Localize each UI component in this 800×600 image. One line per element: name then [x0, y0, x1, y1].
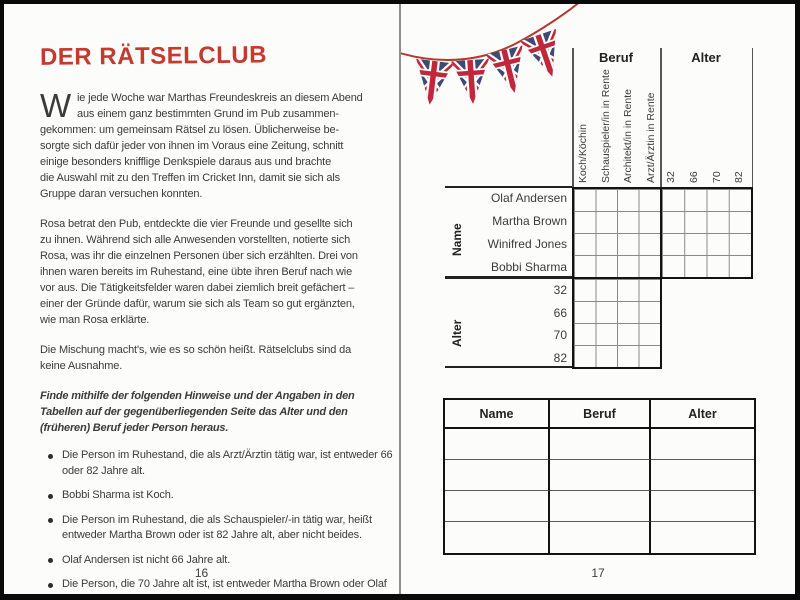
grid-header-divider — [660, 48, 662, 187]
solution-cell[interactable] — [445, 460, 550, 491]
clue-item: Olaf Andersen ist nicht 66 Jahre alt. — [40, 553, 398, 569]
clue-item: Die Person, die 70 Jahre alt ist, ist en… — [40, 577, 398, 594]
bullet-icon — [48, 453, 53, 459]
solution-header-beruf: Beruf — [550, 400, 651, 429]
grid-quadrant-name-alter[interactable] — [659, 187, 753, 279]
page-number-right: 17 — [591, 566, 605, 580]
bullet-icon — [48, 582, 53, 588]
name-row-label: Olaf Andersen — [490, 191, 567, 205]
grid-rule — [445, 186, 572, 188]
union-jack-pennant-icon — [486, 45, 534, 97]
clue-item: Die Person im Ruhestand, die als Schausp… — [40, 513, 398, 544]
intro-paragraph-text: ie jede Woche war Marthas Freundeskreis … — [40, 92, 363, 200]
grid-rule — [445, 365, 572, 368]
name-row-label: Martha Brown — [492, 214, 567, 228]
name-row-label: Winifred Jones — [487, 237, 567, 251]
page-number-left: 16 — [194, 566, 209, 580]
solution-cell[interactable] — [550, 522, 651, 553]
closing-paragraph: Die Mischung macht's, wie es so schön he… — [40, 344, 352, 372]
clue-item: Bobbi Sharma ist Koch. — [40, 488, 398, 504]
bunting-string — [401, 4, 579, 62]
bullet-icon — [48, 558, 53, 563]
age-row-label: 32 — [553, 283, 567, 297]
solution-cell[interactable] — [550, 429, 651, 460]
solution-cell[interactable] — [651, 460, 754, 491]
grid-quadrant-name-beruf[interactable] — [572, 187, 662, 279]
solution-cell[interactable] — [651, 491, 754, 522]
solution-cell[interactable] — [651, 429, 754, 460]
solution-header-name: Name — [445, 400, 550, 429]
age-row-label: 82 — [553, 350, 567, 365]
solution-header-alter: Alter — [651, 400, 754, 429]
union-jack-pennant-icon — [411, 59, 454, 107]
puzzle-instruction: Finde mithilfe der folgenden Hinweise un… — [40, 390, 355, 434]
age-row-label: 66 — [553, 305, 567, 320]
solution-cell[interactable] — [550, 460, 651, 491]
grid-quadrant-alter-beruf[interactable] — [572, 276, 662, 369]
solution-cell[interactable] — [445, 491, 550, 522]
solution-cell[interactable] — [445, 429, 550, 460]
age-row-label: 70 — [553, 328, 567, 342]
grid-header-divider — [751, 48, 753, 187]
page-seam — [399, 4, 401, 594]
story-paragraph: Rosa betrat den Pub, entdeckte die vier … — [40, 218, 358, 326]
name-row-label: Bobbi Sharma — [490, 260, 567, 274]
page-right: Beruf Alter Koch/Köchin Schauspieler/in … — [401, 4, 795, 594]
solution-cell[interactable] — [651, 522, 754, 553]
bullet-icon — [48, 518, 53, 523]
solution-cell[interactable] — [550, 491, 651, 522]
solution-table: Name Beruf Alter — [443, 398, 756, 555]
beruf-group-header: Beruf — [599, 50, 633, 65]
solution-cell[interactable] — [445, 522, 550, 553]
grid-rule — [445, 276, 572, 279]
bunting-decoration — [401, 4, 579, 115]
clue-item: Die Person im Ruhestand, die als Arzt/Är… — [40, 448, 398, 479]
bullet-icon — [48, 493, 53, 499]
alter-group-header: Alter — [691, 50, 721, 65]
clue-list: Die Person im Ruhestand, die als Arzt/Är… — [40, 448, 398, 594]
drop-cap: W — [40, 87, 71, 124]
grid-header-divider — [572, 48, 574, 187]
page-title: DER RÄTSELCLUB — [39, 41, 268, 71]
union-jack-pennant-icon — [451, 59, 492, 106]
